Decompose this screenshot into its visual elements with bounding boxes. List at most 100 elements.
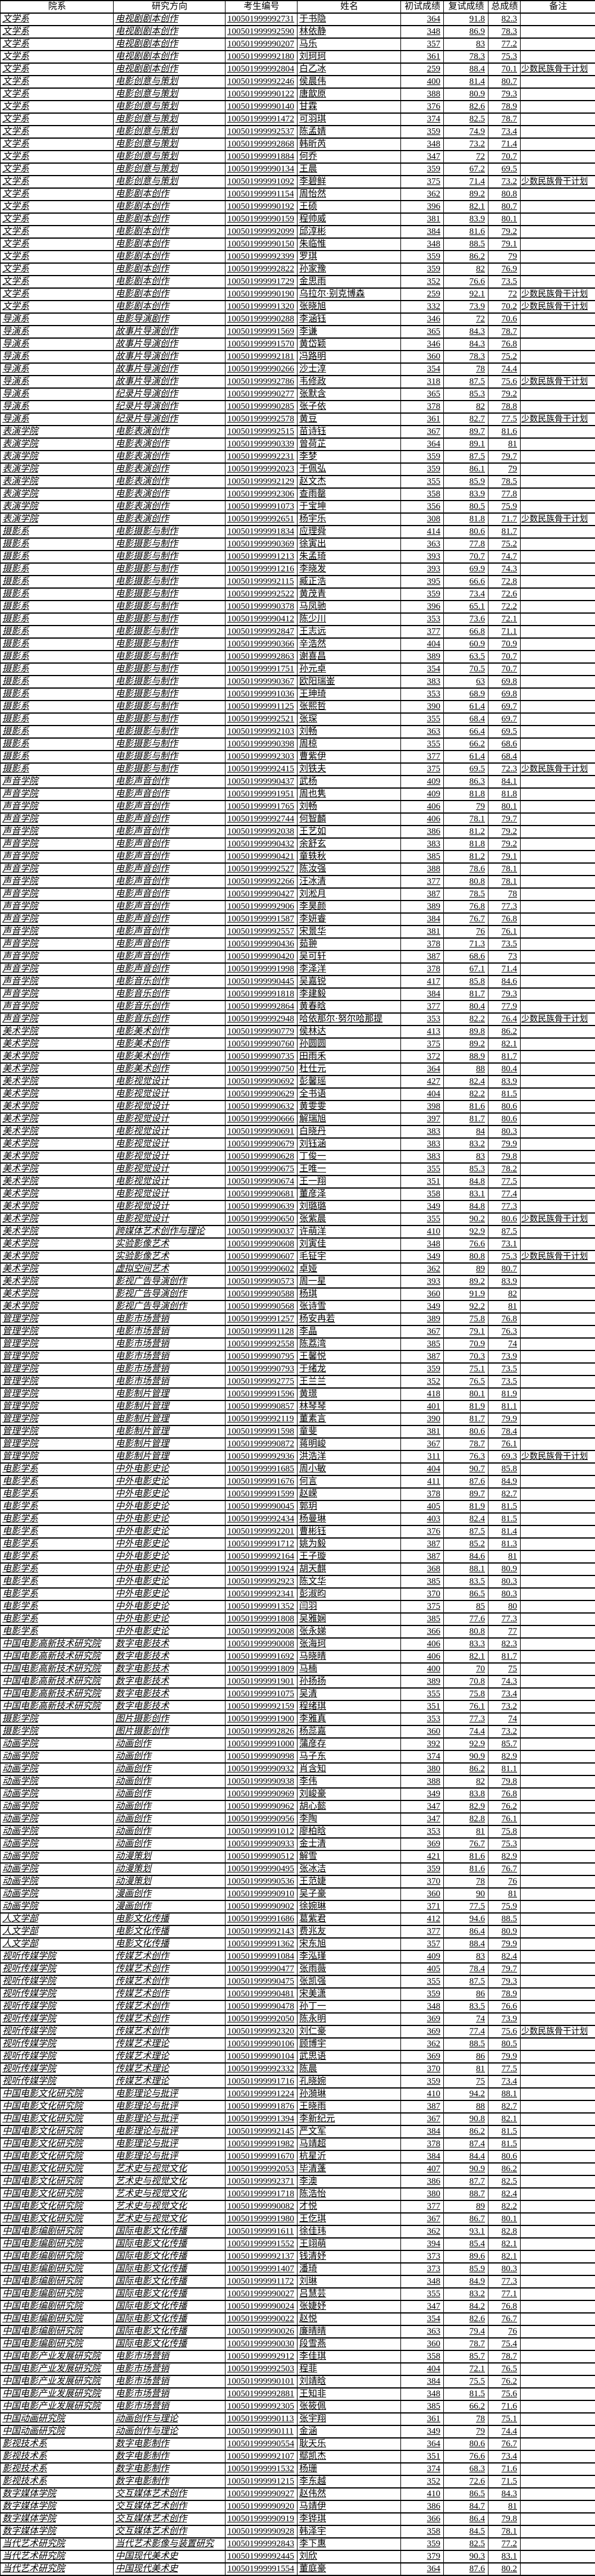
cell-score_retest: 92.9: [444, 1226, 488, 1238]
cell-score_total: 69.5: [488, 163, 521, 176]
cell-name: 徐婉琳: [298, 1900, 401, 1913]
cell-direction: 电影剧本创作: [114, 276, 226, 288]
cell-dept: 电影学系: [1, 1613, 114, 1625]
cell-score_initial: 347: [401, 151, 444, 163]
cell-candidate_no: 100501999990969: [226, 1788, 298, 1800]
cell-score_total: 78.7: [488, 326, 521, 338]
cell-candidate_no: 100501999990026: [226, 2325, 298, 2338]
cell-dept: 声音学院: [1, 788, 114, 801]
cell-score_total: 72.1: [488, 613, 521, 626]
cell-candidate_no: 100501999991570: [226, 338, 298, 351]
cell-remark: [521, 238, 595, 251]
cell-direction: 电影市场营销: [114, 1350, 226, 1363]
cell-score_initial: 346: [401, 338, 444, 351]
cell-score_retest: 82.9: [444, 1800, 488, 1813]
cell-score_retest: 85.3: [444, 1163, 488, 1176]
cell-dept: 视听传媒学院: [1, 1950, 114, 1963]
cell-score_total: 79: [488, 251, 521, 263]
cell-score_initial: 404: [401, 638, 444, 651]
cell-direction: 传媒艺术创作: [114, 1988, 226, 2000]
cell-candidate_no: 100501999992129: [226, 476, 298, 488]
cell-remark: [521, 563, 595, 576]
cell-score_initial: 359: [401, 163, 444, 176]
cell-dept: 文学系: [1, 238, 114, 251]
cell-direction: 动画创作: [114, 1775, 226, 1788]
cell-candidate_no: 100501999990932: [226, 1763, 298, 1775]
cell-score_retest: 79: [444, 801, 488, 813]
cell-candidate_no: 100501999990412: [226, 613, 298, 626]
cell-score_retest: 81.6: [444, 226, 488, 238]
cell-dept: 摄影系: [1, 526, 114, 538]
cell-dept: 动画学院: [1, 1888, 114, 1900]
cell-direction: 电影市场营销: [114, 1375, 226, 1388]
cell-score_total: 75.6: [488, 2388, 521, 2400]
cell-direction: 电影视觉设计: [114, 1213, 226, 1226]
cell-score_initial: 418: [401, 1388, 444, 1400]
cell-score_total: 82.7: [488, 2100, 521, 2113]
cell-candidate_no: 100501999990573: [226, 1276, 298, 1288]
cell-remark: [521, 1750, 595, 1763]
cell-remark: [521, 88, 595, 101]
cell-score_retest: 80.1: [444, 1388, 488, 1400]
cell-score_initial: 389: [401, 1675, 444, 1688]
cell-dept: 电影学系: [1, 1500, 114, 1513]
cell-direction: 实验影像艺术: [114, 1251, 226, 1263]
cell-direction: 电影声音创作: [114, 951, 226, 963]
cell-dept: 美术学院: [1, 1051, 114, 1063]
cell-name: 于书隐: [298, 13, 401, 26]
cell-name: 可羽琪: [298, 113, 401, 126]
cell-name: 李妍睿: [298, 913, 401, 926]
cell-score_total: 80.7: [488, 201, 521, 213]
cell-score_total: 73.2: [488, 1700, 521, 1713]
column-header-direction: 研究方向: [114, 1, 226, 13]
cell-score_total: 71.1: [488, 626, 521, 638]
cell-remark: [521, 888, 595, 901]
cell-name: 白乙冰: [298, 63, 401, 76]
cell-dept: 导演系: [1, 388, 114, 401]
cell-direction: 中外电影史论: [114, 1563, 226, 1575]
cell-candidate_no: 100501999992099: [226, 226, 298, 238]
cell-direction: 电影文化传播: [114, 1925, 226, 1938]
cell-direction: 国际电影文化传播: [114, 2313, 226, 2325]
cell-score_initial: 376: [401, 1525, 444, 1538]
cell-score_total: 80.9: [488, 1925, 521, 1938]
cell-score_initial: 375: [401, 176, 444, 188]
cell-candidate_no: 100501999990481: [226, 1988, 298, 2000]
cell-candidate_no: 100501999990675: [226, 1163, 298, 1176]
cell-candidate_no: 100501999991215: [226, 2475, 298, 2488]
cell-candidate_no: 100501999992231: [226, 451, 298, 463]
cell-score_total: 79.2: [488, 826, 521, 838]
cell-dept: 中国电影文化研究院: [1, 2175, 114, 2188]
cell-score_initial: 348: [401, 1238, 444, 1251]
cell-score_initial: 358: [401, 488, 444, 501]
cell-score_retest: 73.6: [444, 613, 488, 626]
cell-score_retest: 83.1: [444, 1188, 488, 1201]
cell-score_total: 73.4: [488, 2450, 521, 2463]
cell-score_retest: 60.9: [444, 638, 488, 651]
cell-remark: [521, 2250, 595, 2263]
cell-dept: 美术学院: [1, 1176, 114, 1188]
cell-name: 黄春晗: [298, 1001, 401, 1013]
cell-score_initial: 359: [401, 1988, 444, 2000]
cell-direction: 电影表演创作: [114, 451, 226, 463]
cell-remark: [521, 276, 595, 288]
cell-dept: 声音学院: [1, 863, 114, 876]
cell-score_retest: 84.3: [444, 338, 488, 351]
cell-score_total: 81: [488, 1550, 521, 1563]
cell-score_total: 81.5: [488, 2138, 521, 2150]
cell-score_total: 71.4: [488, 963, 521, 976]
cell-name: 于宝坤: [298, 501, 401, 513]
cell-score_total: 81.5: [488, 1513, 521, 1525]
cell-score_total: 76.8: [488, 338, 521, 351]
